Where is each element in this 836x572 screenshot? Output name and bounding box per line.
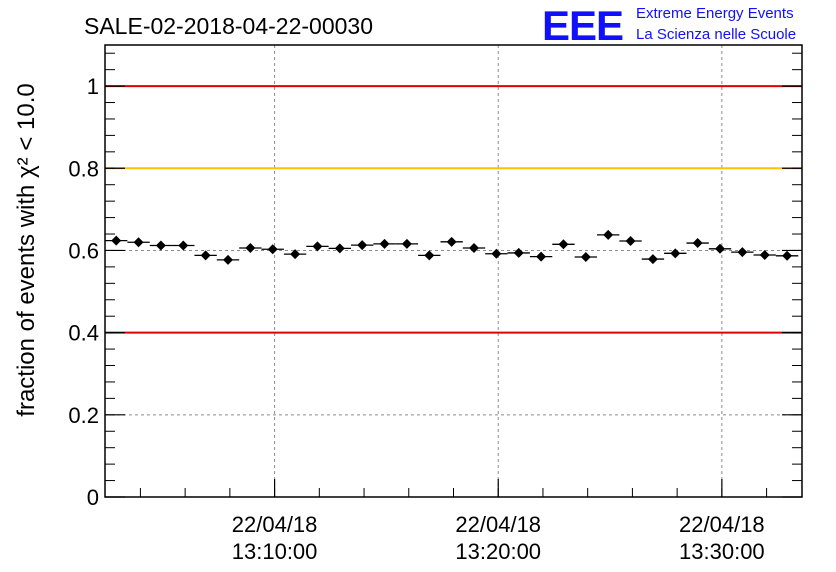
y-tick-labels: 0 0.2 0.4 0.6 0.8 1 xyxy=(68,74,99,510)
point-marker xyxy=(401,238,412,249)
data-point xyxy=(105,235,128,246)
x-tick-label-time: 13:10:00 xyxy=(232,539,318,564)
data-point xyxy=(418,250,441,261)
y-tick-label: 0 xyxy=(87,485,99,510)
point-marker xyxy=(290,249,301,260)
point-marker xyxy=(357,240,368,251)
logo-mark: EEE xyxy=(542,2,623,49)
data-point xyxy=(507,247,530,258)
x-tick-label-date: 22/04/18 xyxy=(455,512,541,537)
data-point xyxy=(440,236,463,247)
data-point xyxy=(149,240,173,251)
x-tick-label-time: 13:30:00 xyxy=(679,539,765,564)
point-marker xyxy=(245,242,256,253)
logo-line-2: La Scienza nelle Scuole xyxy=(636,26,796,43)
point-marker xyxy=(603,229,614,240)
y-axis-label: fraction of events with χ² < 10.0 xyxy=(13,83,40,416)
point-marker xyxy=(491,248,502,259)
data-point xyxy=(351,240,374,251)
point-marker xyxy=(111,235,122,246)
point-marker xyxy=(692,238,703,249)
y-tick-label: 0.6 xyxy=(68,238,99,263)
data-point xyxy=(552,239,575,250)
data-point xyxy=(775,250,799,261)
point-marker xyxy=(782,250,793,261)
y-tick-label: 1 xyxy=(87,74,99,99)
data-point xyxy=(194,250,217,261)
data-point xyxy=(283,249,307,260)
point-marker xyxy=(469,242,479,253)
data-point xyxy=(485,248,508,259)
point-marker xyxy=(446,236,457,247)
point-marker xyxy=(379,238,390,249)
reference-lines xyxy=(105,85,802,334)
data-point xyxy=(306,241,329,252)
data-point xyxy=(261,244,284,255)
point-marker xyxy=(155,240,166,251)
data-point xyxy=(753,249,776,260)
data-point xyxy=(127,237,150,248)
point-marker xyxy=(536,251,547,262)
point-marker xyxy=(580,252,591,263)
data-point xyxy=(619,236,642,247)
data-point xyxy=(731,247,754,258)
data-point xyxy=(529,251,553,262)
point-marker xyxy=(178,240,189,251)
point-marker xyxy=(737,247,748,258)
point-marker xyxy=(513,247,524,258)
point-marker xyxy=(133,237,144,248)
point-marker xyxy=(647,254,658,265)
data-point xyxy=(239,242,262,253)
point-marker xyxy=(200,250,211,261)
logo-line-1: Extreme Energy Events xyxy=(636,5,794,22)
data-point xyxy=(597,229,620,240)
chart-title: SALE-02-2018-04-22-00030 xyxy=(84,13,373,39)
x-tick-label-date: 22/04/18 xyxy=(679,512,765,537)
data-points xyxy=(105,229,799,265)
data-point xyxy=(395,238,419,249)
x-tick-labels: 22/04/1813:10:0022/04/1813:20:0022/04/18… xyxy=(232,512,765,564)
y-tick-label: 0.8 xyxy=(68,156,99,181)
data-point xyxy=(462,242,486,253)
point-marker xyxy=(759,249,770,260)
data-point xyxy=(373,238,396,249)
point-marker xyxy=(223,254,233,265)
data-point xyxy=(328,243,351,254)
point-marker xyxy=(312,241,323,252)
point-marker xyxy=(625,236,636,247)
y-tick-label: 0.4 xyxy=(68,321,99,346)
data-point xyxy=(574,252,597,263)
data-point xyxy=(641,254,665,265)
point-marker xyxy=(334,243,345,254)
data-point xyxy=(708,243,732,254)
data-point xyxy=(664,248,687,259)
data-point xyxy=(216,254,240,265)
x-tick-label-time: 13:20:00 xyxy=(455,539,541,564)
data-point xyxy=(172,240,195,251)
axis-ticks xyxy=(105,52,802,498)
point-marker xyxy=(267,244,278,255)
point-marker xyxy=(715,243,725,254)
y-tick-label: 0.2 xyxy=(68,403,99,428)
point-marker xyxy=(558,239,569,250)
point-marker xyxy=(424,250,435,261)
point-marker xyxy=(670,248,681,259)
x-tick-label-date: 22/04/18 xyxy=(232,512,318,537)
data-point xyxy=(686,238,709,249)
